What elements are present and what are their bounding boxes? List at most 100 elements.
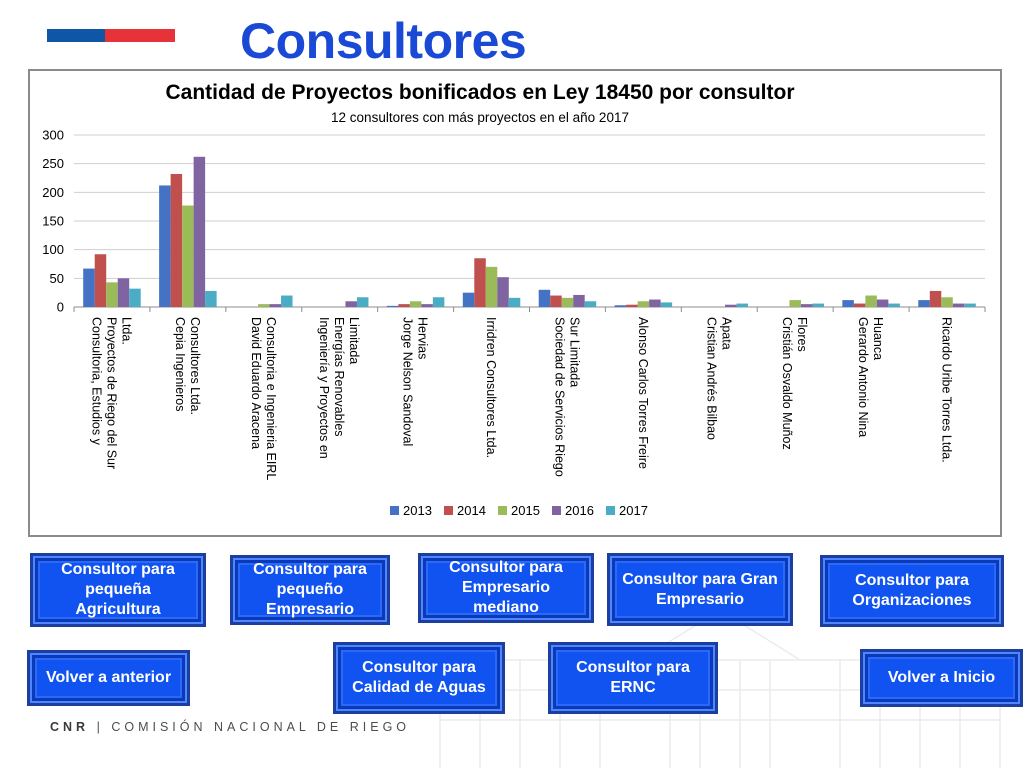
legend-swatch-2015 <box>498 506 507 515</box>
x-category-label-line: Sociedad de Servicios Riego <box>552 317 566 477</box>
bar-2016 <box>193 156 206 307</box>
bar-2014 <box>474 258 486 307</box>
bar-2016 <box>573 294 585 307</box>
bar-2013 <box>918 300 930 307</box>
bar-2014 <box>626 304 638 307</box>
x-category-label-line: Gerardo Antonio Nina <box>856 317 870 437</box>
legend-label-2016: 2016 <box>565 503 594 518</box>
y-tick-label: 50 <box>50 271 64 286</box>
x-category-label-line: Huanca <box>871 317 885 360</box>
x-category-label: Jorge Nelson Sandoval Hervias <box>401 317 430 446</box>
gran-empresario-button[interactable]: Consultor para Gran Empresario <box>607 553 793 626</box>
x-category-label: Cristián Osvaldo Muñoz Flores <box>780 317 809 450</box>
x-category-label-line: David Eduardo Aracena <box>249 317 263 449</box>
calidad-aguas-button[interactable]: Consultor para Calidad de Aguas <box>333 642 505 714</box>
x-category-label-line: Consultoria, Estudios y <box>89 317 103 446</box>
legend-swatch-2014 <box>444 506 453 515</box>
bar-2013 <box>614 305 627 307</box>
organizaciones-button[interactable]: Consultor para Organizaciones <box>820 555 1004 627</box>
bar-2017 <box>888 303 900 307</box>
x-category-label: David Eduardo Aracena Consultoria e Ingen… <box>249 317 278 480</box>
bar-2017 <box>584 301 597 307</box>
x-category-label: Alonso Carlos Torres Freire <box>636 317 650 469</box>
flag-blue-band <box>47 29 105 42</box>
x-category-label: Consultoria, Estudios y Proyectos de Rieg… <box>89 317 133 469</box>
bar-2017 <box>736 303 749 307</box>
page-title: Consultores <box>240 13 527 69</box>
x-category-label: Gerardo Antonio Nina Huanca <box>856 317 885 437</box>
footer-org-short: CNR <box>50 720 90 734</box>
volver-anterior-button[interactable]: Volver a anterior <box>27 650 190 706</box>
bar-2017 <box>508 297 521 307</box>
y-tick-label: 150 <box>42 214 64 229</box>
bar-2015 <box>865 295 877 307</box>
pequena-agricultura-button[interactable]: Consultor para pequeña Agricultura <box>30 553 206 627</box>
volver-inicio-button[interactable]: Volver a Inicio <box>860 649 1023 707</box>
bar-2017 <box>129 288 141 307</box>
x-category-label-line: Flores <box>795 317 809 352</box>
x-category-label: Ricardo Uribe Torres Ltda. <box>940 317 954 463</box>
bar-2017 <box>812 303 824 307</box>
bar-2015 <box>941 297 953 307</box>
legend-swatch-2016 <box>552 506 561 515</box>
footer-separator: | <box>96 720 104 734</box>
x-category-label-line: Jorge Nelson Sandoval <box>401 317 415 446</box>
y-tick-label: 0 <box>57 300 64 315</box>
legend-label-2013: 2013 <box>403 503 432 518</box>
x-category-label-line: Cristian Andrés Bilbao <box>704 317 718 440</box>
bar-2014 <box>550 295 562 307</box>
bar-2016 <box>952 303 965 307</box>
empresario-mediano-button[interactable]: Consultor para Empresario mediano <box>418 553 594 623</box>
y-tick-label: 300 <box>42 128 64 143</box>
bar-2016 <box>497 277 509 307</box>
footer-org-name: COMISIÓN NACIONAL DE RIEGO <box>111 720 411 734</box>
bar-2014 <box>853 303 866 307</box>
legend-swatch-2013 <box>390 506 399 515</box>
chart-title: Cantidad de Proyectos bonificados en Ley… <box>166 81 795 104</box>
x-category-label: Cristian Andrés Bilbao Apata <box>704 317 733 440</box>
x-category-label: Sociedad de Servicios Riego Sur Limitada <box>552 317 581 477</box>
x-category-label-line: Apata <box>719 317 733 350</box>
x-category-label-line: Cepia Ingenieros <box>173 317 187 412</box>
chart-frame: Cantidad de Proyectos bonificados en Ley… <box>28 69 1002 537</box>
ernc-button[interactable]: Consultor para ERNC <box>548 642 718 714</box>
bar-2013 <box>83 268 95 307</box>
bar-2015 <box>409 301 422 307</box>
legend-label-2017: 2017 <box>619 503 648 518</box>
x-category-label-line: Alonso Carlos Torres Freire <box>636 317 650 469</box>
bar-2017 <box>281 295 293 307</box>
bar-2016 <box>649 299 661 307</box>
bar-2017 <box>205 290 217 307</box>
bar-2017 <box>660 302 673 307</box>
bar-2015 <box>789 300 801 307</box>
y-tick-label: 100 <box>42 242 64 257</box>
bar-chart: Cantidad de Proyectos bonificados en Ley… <box>42 81 986 518</box>
bar-2013 <box>159 185 171 307</box>
chile-flag-stripe <box>47 29 175 42</box>
bar-2014 <box>398 304 410 307</box>
x-category-label-line: Ricardo Uribe Torres Ltda. <box>940 317 954 463</box>
bar-2016 <box>800 304 813 307</box>
bar-2016 <box>117 278 130 307</box>
x-category-label-line: Consultoria e Ingenieria EIRL <box>264 317 278 480</box>
bar-2015 <box>637 301 650 307</box>
x-category-label-line: Irridren Consultores Ltda. <box>484 317 498 458</box>
legend-swatch-2017 <box>606 506 615 515</box>
bar-2014 <box>170 173 183 307</box>
bar-2013 <box>386 305 399 307</box>
bar-2015 <box>561 297 574 307</box>
bar-2013 <box>842 300 854 307</box>
x-category-label-line: Limitada <box>347 317 361 364</box>
bar-2016 <box>345 301 357 307</box>
x-category-label-line: Ingeniería y Proyectos en <box>317 317 331 459</box>
pequeno-empresario-button[interactable]: Consultor para pequeño Empresario <box>230 555 390 625</box>
x-category-label-line: Ltda. <box>119 317 133 345</box>
x-category-label-line: Energías Renovables <box>332 317 346 437</box>
bar-2016 <box>876 299 889 307</box>
x-category-label: Cepia Ingenieros Consultores Ltda. <box>173 317 202 415</box>
bar-2015 <box>106 282 118 307</box>
footer-logo: CNR | COMISIÓN NACIONAL DE RIEGO <box>50 720 410 734</box>
bar-2013 <box>538 289 551 307</box>
x-category-label: Irridren Consultores Ltda. <box>484 317 498 458</box>
y-tick-label: 200 <box>42 185 64 200</box>
